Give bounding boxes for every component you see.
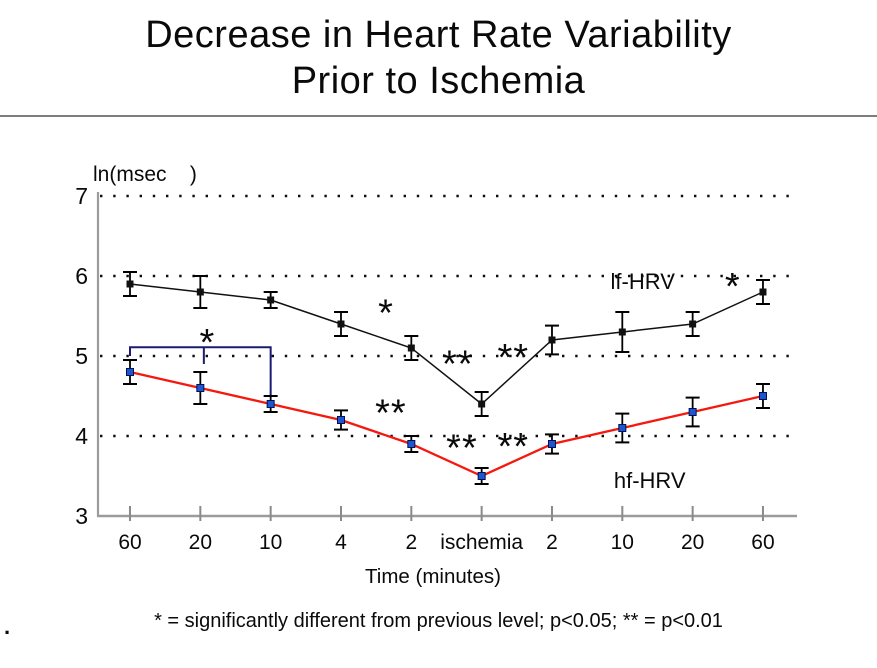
series-label-lf-HRV: lf-HRV (611, 269, 676, 294)
significance-star: ** (498, 426, 530, 468)
y-tick-label: 6 (75, 263, 88, 289)
data-point-marker-lf-HRV (478, 400, 486, 408)
data-point-marker-hf-HRV (266, 400, 275, 408)
data-point-marker-hf-HRV (758, 392, 767, 400)
y-tick-label: 7 (75, 183, 88, 209)
data-point-marker-hf-HRV (477, 472, 486, 480)
series-label-hf-HRV: hf-HRV (614, 468, 686, 493)
significance-star: * (378, 292, 394, 334)
data-point-marker-lf-HRV (759, 288, 767, 296)
chart-title: Decrease in Heart Rate Variability Prior… (0, 12, 877, 104)
significance-star: ** (498, 337, 530, 379)
significance-star: ** (375, 392, 407, 434)
y-tick-label: 4 (75, 423, 88, 449)
data-point-marker-hf-HRV (126, 368, 134, 376)
data-point-marker-hf-HRV (196, 384, 205, 392)
stray-period: . (4, 614, 11, 639)
significance-star: * (725, 266, 741, 308)
y-axis-title: ln(msec ) (93, 163, 197, 186)
data-point-marker-lf-HRV (267, 296, 275, 304)
data-point-marker-lf-HRV (618, 328, 626, 336)
x-tick-label: 10 (259, 531, 282, 554)
y-tick-label: 3 (75, 503, 88, 529)
x-tick-label: 60 (118, 531, 141, 554)
x-tick-label: 2 (405, 531, 417, 554)
significance-bracket (129, 346, 272, 396)
x-axis-title: Time (minutes) (365, 565, 501, 588)
x-tick-label: 4 (335, 531, 347, 554)
x-tick-label: 10 (611, 531, 634, 554)
data-point-marker-lf-HRV (689, 320, 697, 328)
data-point-marker-hf-HRV (547, 440, 556, 448)
data-point-marker-lf-HRV (407, 344, 415, 352)
significance-star: ** (442, 344, 474, 386)
data-point-marker-lf-HRV (126, 280, 134, 288)
chart-title-line-1: Decrease in Heart Rate Variability (145, 14, 732, 56)
data-point-marker-hf-HRV (618, 424, 627, 432)
x-tick-label: ischemia (440, 531, 523, 554)
data-point-marker-hf-HRV (688, 408, 697, 416)
significance-footnote: * = significantly different from previou… (154, 610, 723, 632)
title-divider (0, 115, 877, 117)
data-point-marker-lf-HRV (337, 320, 345, 328)
x-tick-label: 2 (546, 531, 558, 554)
series-line-hf-HRV (129, 370, 764, 478)
chart-title-line-2: Prior to Ischemia (291, 60, 586, 102)
significance-star: * (199, 322, 215, 364)
y-tick-label: 5 (75, 343, 88, 369)
data-point-marker-lf-HRV (548, 336, 556, 344)
x-tick-label: 20 (189, 531, 212, 554)
data-point-marker-hf-HRV (407, 440, 416, 448)
x-tick-label: 60 (751, 531, 774, 554)
x-tick-label: 20 (681, 531, 704, 554)
series-line-lf-HRV (129, 283, 764, 405)
data-point-marker-hf-HRV (336, 416, 345, 424)
data-point-marker-lf-HRV (196, 288, 204, 296)
significance-star: ** (446, 428, 478, 470)
